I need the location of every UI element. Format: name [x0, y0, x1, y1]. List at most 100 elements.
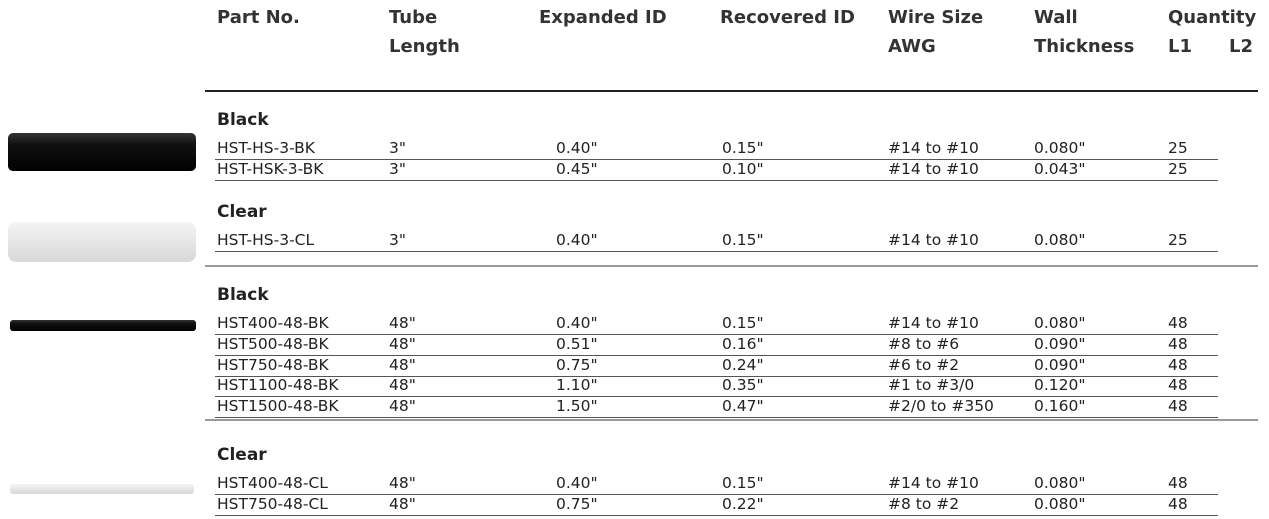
column-header: Wire Size: [888, 7, 984, 28]
divider: [215, 375, 1218, 377]
tube-images: [8, 133, 196, 494]
cell: HST1100-48-BK: [217, 376, 339, 395]
cell: 48: [1168, 334, 1188, 353]
column-header: Recovered ID: [720, 7, 855, 28]
cell: 0.15": [722, 139, 764, 157]
cell: HST500-48-BK: [217, 334, 329, 353]
cell: 0.47": [722, 397, 764, 416]
cell: 0.45": [556, 159, 598, 178]
cell: 0.160": [1034, 397, 1086, 416]
divider: [215, 396, 1218, 398]
cell: 3": [389, 139, 406, 157]
cell: 0.35": [722, 376, 764, 395]
divider: [215, 514, 1218, 516]
cell: 48": [389, 494, 416, 513]
cell: 0.080": [1034, 231, 1086, 249]
cell: 0.40": [556, 314, 598, 332]
cell: 48": [389, 376, 416, 395]
cell: 0.75": [556, 355, 598, 374]
column-subheader: L2: [1229, 36, 1253, 57]
divider: [205, 90, 1258, 92]
cell: 0.40": [556, 139, 598, 157]
cell: 48": [389, 355, 416, 374]
column-header: Thickness: [1034, 36, 1135, 57]
cell: 48": [389, 397, 416, 416]
divider: [215, 251, 1218, 252]
cell: 0.120": [1034, 376, 1086, 395]
cell: 48: [1168, 494, 1188, 513]
column-header: Quantity: [1168, 7, 1257, 28]
cell: 0.40": [556, 474, 598, 492]
cell: 3": [389, 159, 406, 178]
cell: 1.50": [556, 397, 598, 416]
cell: 48": [389, 334, 416, 353]
cell: 0.51": [556, 334, 598, 353]
cell: 0.080": [1034, 494, 1086, 513]
cell: 0.10": [722, 159, 764, 178]
cell: 0.090": [1034, 334, 1086, 353]
cell: HST750-48-CL: [217, 494, 328, 513]
divider: [215, 179, 1218, 181]
column-header: Tube: [389, 7, 438, 28]
cell: 0.16": [722, 334, 764, 353]
divider: [215, 417, 1218, 419]
cell: 48: [1168, 397, 1188, 416]
divider: [215, 494, 1218, 495]
cell: #14 to #10: [888, 314, 979, 332]
cell: #14 to #10: [888, 159, 979, 178]
cell: HST-HS-3-CL: [217, 231, 315, 249]
divider: [215, 334, 1218, 335]
cell: 0.15": [722, 231, 764, 249]
divider: [205, 265, 1258, 267]
cell: HST400-48-CL: [217, 474, 328, 492]
cell: 48: [1168, 376, 1188, 395]
divider: [215, 159, 1218, 160]
cell: 25: [1168, 159, 1188, 178]
cell: #2/0 to #350: [888, 397, 994, 416]
cell: HST-HSK-3-BK: [217, 159, 324, 178]
column-header: Wall: [1034, 7, 1078, 28]
cell: 25: [1168, 231, 1188, 249]
column-subheader: L1: [1168, 36, 1192, 57]
cell: #8 to #6: [888, 334, 960, 353]
group-label: Clear: [217, 445, 267, 465]
cell: 1.10": [556, 376, 598, 395]
cell: 0.15": [722, 314, 764, 332]
cell: 48": [389, 314, 416, 332]
column-header: Expanded ID: [539, 7, 667, 28]
cell: 0.75": [556, 494, 598, 513]
cell: #1 to #3/0: [888, 376, 975, 395]
cell: HST-HS-3-BK: [217, 139, 315, 157]
cell: 0.15": [722, 474, 764, 492]
cell: 0.40": [556, 231, 598, 249]
black-tube-image: [8, 133, 196, 171]
cell: 0.043": [1034, 159, 1086, 178]
cell: #14 to #10: [888, 139, 979, 157]
cell: 3": [389, 231, 406, 249]
cell: 48: [1168, 355, 1188, 374]
clear-tube-image: [10, 484, 194, 494]
cell: #14 to #10: [888, 474, 979, 492]
clear-tube-image: [8, 222, 196, 262]
cell: 0.22": [722, 494, 764, 513]
divider: [205, 419, 1258, 421]
column-header: AWG: [888, 36, 936, 57]
group-label: Clear: [217, 202, 267, 222]
cell: 0.24": [722, 355, 764, 374]
cell: 0.080": [1034, 314, 1086, 332]
cell: HST750-48-BK: [217, 355, 329, 374]
cell: HST1500-48-BK: [217, 397, 339, 416]
cell: #14 to #10: [888, 231, 979, 249]
group-label: Black: [217, 285, 269, 305]
black-tube-image: [10, 320, 196, 331]
divider: [215, 354, 1218, 356]
column-header: Part No.: [217, 7, 300, 28]
cell: 25: [1168, 139, 1188, 157]
cell: 48: [1168, 314, 1188, 332]
cell: HST400-48-BK: [217, 314, 329, 332]
cell: 48": [389, 474, 416, 492]
cell: #8 to #2: [888, 494, 960, 513]
column-header: Length: [389, 36, 460, 57]
cell: 0.080": [1034, 139, 1086, 157]
